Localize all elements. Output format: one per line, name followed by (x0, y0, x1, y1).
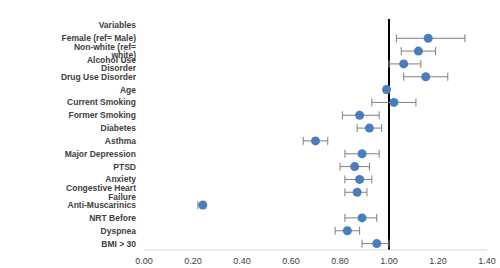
svg-text:Asthma: Asthma (105, 136, 136, 146)
svg-text:0.40: 0.40 (233, 256, 251, 266)
svg-text:0.60: 0.60 (282, 256, 300, 266)
svg-text:BMI > 30: BMI > 30 (101, 239, 136, 249)
svg-text:Major Depression: Major Depression (65, 149, 136, 159)
svg-text:0.00: 0.00 (135, 256, 153, 266)
svg-text:Anti-Muscarinics: Anti-Muscarinics (68, 200, 137, 210)
svg-text:Drug Use Disorder: Drug Use Disorder (61, 72, 137, 82)
svg-text:Alcohol UseDisorder: Alcohol UseDisorder (87, 55, 137, 73)
svg-text:PTSD: PTSD (113, 162, 136, 172)
svg-text:Variables: Variables (99, 20, 137, 30)
svg-text:Dyspnea: Dyspnea (101, 226, 137, 236)
svg-text:1.40: 1.40 (478, 256, 492, 266)
svg-text:Former Smoking: Former Smoking (68, 110, 136, 120)
svg-text:Age: Age (120, 85, 136, 95)
svg-text:1.20: 1.20 (429, 256, 447, 266)
svg-text:0.80: 0.80 (331, 256, 349, 266)
svg-text:Congestive HeartFailure: Congestive HeartFailure (66, 183, 136, 202)
svg-text:Diabetes: Diabetes (101, 123, 137, 133)
svg-text:1.00: 1.00 (380, 256, 398, 266)
svg-text:0.20: 0.20 (184, 256, 202, 266)
svg-text:Current Smoking: Current Smoking (67, 97, 136, 107)
svg-text:NRT Before: NRT Before (89, 213, 136, 223)
